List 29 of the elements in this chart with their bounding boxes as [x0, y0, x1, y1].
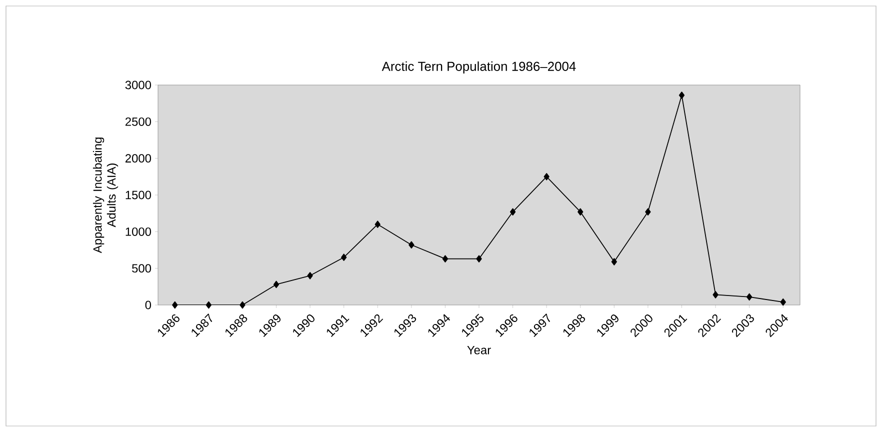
y-tick-label: 500: [132, 264, 152, 273]
y-tick-label: 2000: [125, 154, 152, 163]
point: [578, 208, 584, 216]
point: [172, 301, 178, 309]
point: [611, 258, 618, 266]
y-axis-title: Apparently Incubating Adults (AIA): [92, 138, 118, 254]
point: [408, 241, 414, 249]
point: [678, 92, 685, 99]
chart-title: Arctic Tern Population 1986–2004: [382, 61, 576, 74]
point: [206, 301, 212, 309]
y-tick-label: 0: [145, 300, 152, 310]
x-axis-title: Year: [467, 346, 491, 354]
point: [341, 254, 347, 261]
y-tick-label: 1500: [126, 190, 152, 200]
y-tick-label: 3000: [125, 80, 152, 90]
y-tick-label: 1000: [126, 227, 152, 236]
point: [645, 208, 651, 216]
point: [544, 173, 550, 180]
point: [374, 220, 380, 228]
point: [307, 272, 313, 280]
point: [510, 208, 516, 216]
point: [712, 291, 718, 298]
point: [442, 255, 448, 262]
point: [240, 301, 246, 309]
point: [746, 293, 752, 301]
point: [273, 280, 280, 288]
point: [476, 255, 482, 262]
y-tick-label: 2500: [125, 117, 152, 126]
point: [780, 298, 786, 306]
